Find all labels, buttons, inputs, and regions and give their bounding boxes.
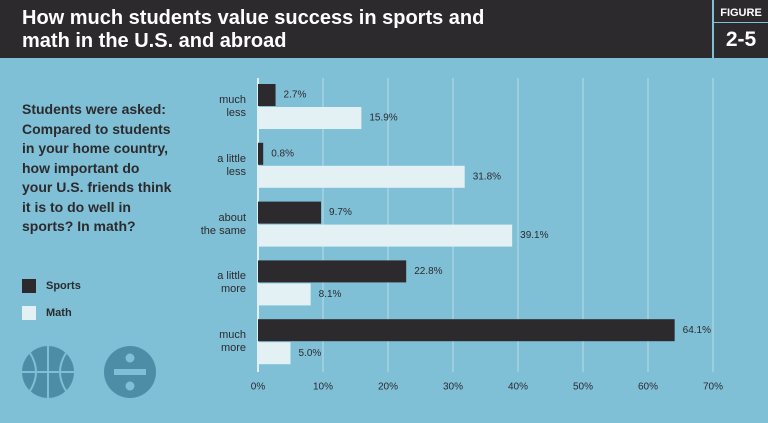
header-band: How much students value success in sport…: [0, 0, 712, 58]
x-tick-label: 60%: [638, 382, 658, 393]
value-label: 8.1%: [319, 289, 342, 300]
value-label: 31.8%: [473, 171, 501, 182]
value-label: 22.8%: [414, 266, 442, 277]
legend-label: Sports: [46, 280, 81, 292]
x-tick-label: 70%: [703, 382, 723, 393]
bar: [258, 319, 675, 342]
x-tick-label: 20%: [378, 382, 398, 393]
y-tick-label: a little less: [217, 152, 246, 178]
y-tick-label: about the same: [200, 211, 246, 237]
bar: [258, 283, 311, 306]
bar: [258, 165, 465, 188]
y-tick-label: a little more: [217, 270, 246, 296]
x-tick-label: 30%: [443, 382, 463, 393]
value-label: 5.0%: [299, 348, 322, 359]
bar: [258, 84, 276, 106]
value-label: 15.9%: [369, 113, 397, 124]
value-label: 0.8%: [271, 148, 294, 159]
chart-title: How much students value success in sport…: [22, 7, 485, 52]
x-tick-label: 10%: [313, 382, 333, 393]
bar: [258, 260, 407, 283]
bar: [258, 142, 264, 165]
x-tick-label: 0%: [251, 382, 266, 393]
figure-number: 2-5: [725, 28, 757, 51]
legend-swatch: [22, 279, 36, 293]
x-tick-label: 40%: [508, 382, 528, 393]
question-text: Students were asked: Compared to student…: [22, 101, 172, 234]
basketball-icon: [22, 346, 74, 398]
y-tick-label: much less: [219, 94, 246, 119]
legend-swatch: [22, 306, 36, 320]
x-tick-label: 50%: [573, 382, 593, 393]
figure-label: FIGURE: [720, 7, 762, 19]
value-label: 39.1%: [520, 230, 548, 241]
value-label: 64.1%: [683, 325, 711, 336]
bar: [258, 224, 513, 247]
divide-icon: [104, 346, 156, 398]
value-label: 9.7%: [329, 207, 352, 218]
bar: [258, 201, 322, 224]
legend-label: Math: [46, 307, 72, 319]
figure-box: FIGURE 2-5: [714, 0, 768, 58]
value-label: 2.7%: [284, 90, 307, 101]
divider: [714, 22, 768, 23]
bar: [258, 107, 362, 129]
y-tick-label: much more: [219, 329, 246, 355]
bar: [258, 342, 291, 365]
